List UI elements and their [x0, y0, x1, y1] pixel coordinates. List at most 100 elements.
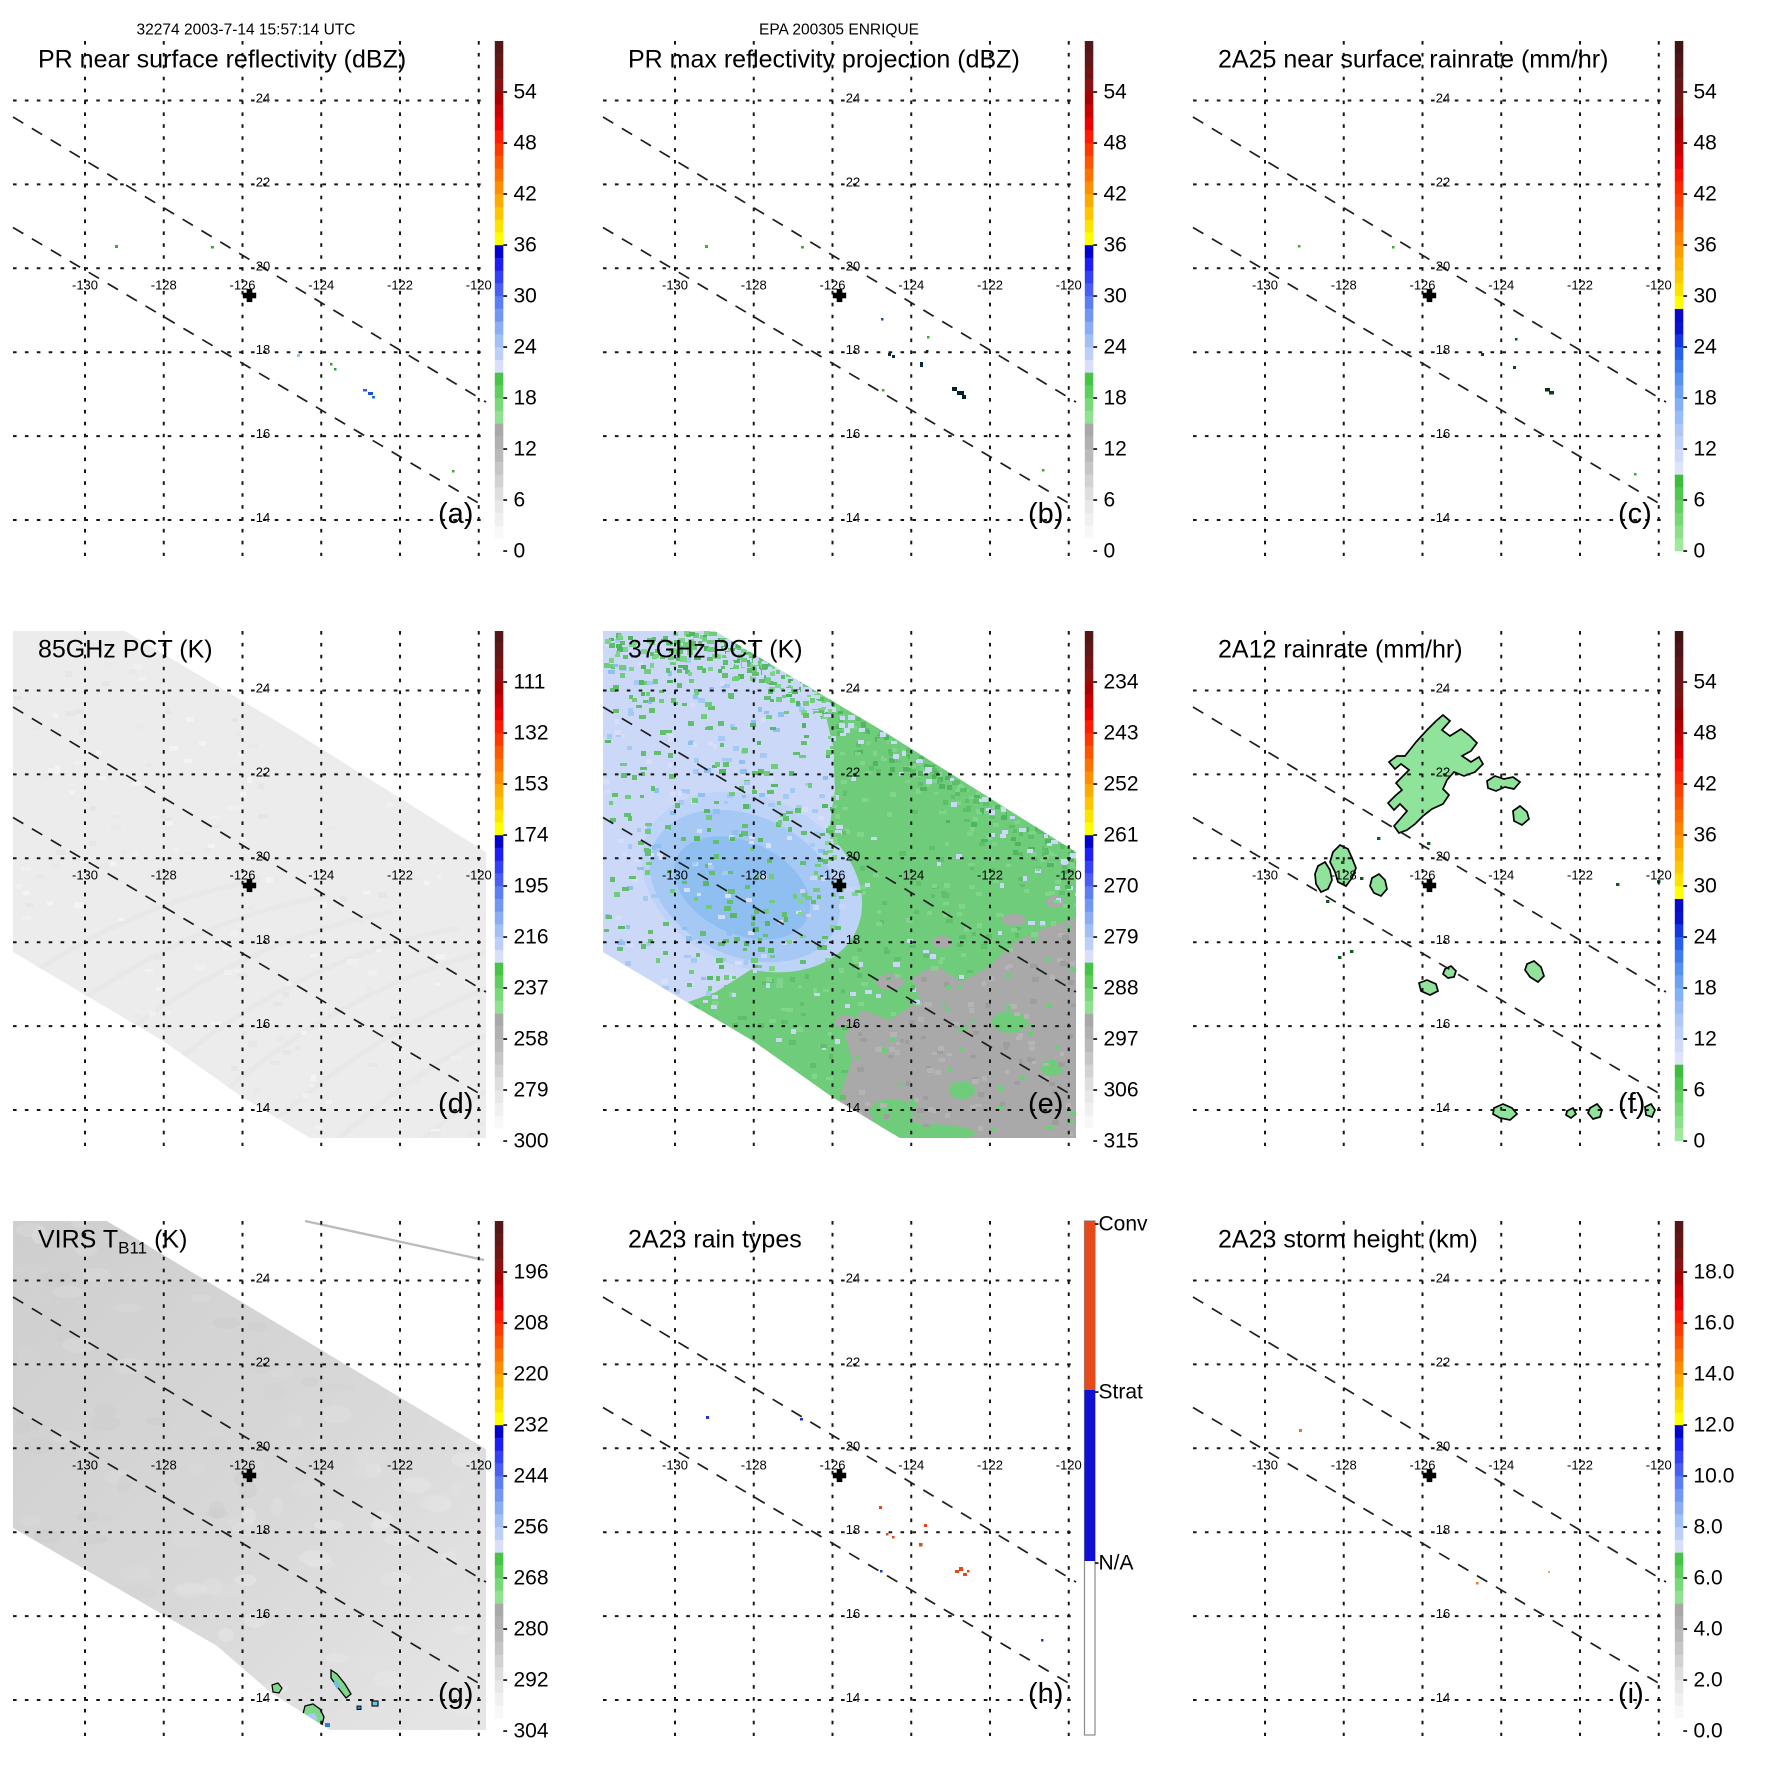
svg-text:-122: -122: [387, 868, 413, 883]
svg-text:232: 232: [514, 1414, 549, 1437]
svg-text:16: 16: [256, 426, 270, 441]
svg-text:8.0: 8.0: [1694, 1516, 1723, 1539]
svg-text:-128: -128: [741, 1458, 767, 1473]
svg-text:24: 24: [1694, 926, 1718, 949]
svg-text:20: 20: [1436, 1438, 1450, 1453]
svg-text:-130: -130: [72, 868, 98, 883]
svg-text:0: 0: [1694, 1130, 1706, 1153]
svg-text:243: 243: [1104, 722, 1139, 745]
svg-text:14: 14: [256, 1690, 270, 1705]
svg-text:6: 6: [1694, 1079, 1706, 1102]
svg-text:18: 18: [846, 1522, 860, 1537]
svg-text:-122: -122: [1567, 868, 1593, 883]
svg-text:-126: -126: [229, 1458, 255, 1473]
svg-text:54: 54: [1104, 81, 1128, 104]
svg-text:36: 36: [514, 234, 537, 257]
svg-text:174: 174: [514, 824, 549, 847]
svg-text:-122: -122: [1567, 1458, 1593, 1473]
svg-text:24: 24: [256, 91, 270, 106]
svg-text:-122: -122: [977, 1458, 1003, 1473]
svg-text:-120: -120: [1056, 868, 1082, 883]
svg-text:-124: -124: [308, 1458, 334, 1473]
svg-text:48: 48: [1104, 132, 1127, 155]
svg-text:20: 20: [846, 258, 860, 273]
svg-text:20: 20: [256, 848, 270, 863]
svg-text:268: 268: [514, 1567, 549, 1590]
svg-text:16: 16: [256, 1606, 270, 1621]
svg-text:-124: -124: [898, 278, 924, 293]
svg-text:14: 14: [1436, 1100, 1450, 1115]
svg-text:6.0: 6.0: [1694, 1567, 1723, 1590]
svg-text:-126: -126: [229, 278, 255, 293]
svg-text:-130: -130: [662, 1458, 688, 1473]
svg-text:42: 42: [514, 183, 537, 206]
svg-text:22: 22: [256, 174, 270, 189]
svg-text:14.0: 14.0: [1694, 1363, 1735, 1386]
svg-text:85GHz PCT (K): 85GHz PCT (K): [38, 636, 213, 664]
svg-text:18: 18: [1694, 387, 1717, 410]
svg-text:195: 195: [514, 875, 549, 898]
svg-text:20: 20: [256, 1438, 270, 1453]
svg-text:2A23 rain types: 2A23 rain types: [628, 1226, 802, 1254]
svg-text:18: 18: [1436, 1522, 1450, 1537]
svg-text:30: 30: [1694, 285, 1717, 308]
svg-text:-124: -124: [898, 1458, 924, 1473]
svg-text:42: 42: [1694, 183, 1717, 206]
svg-text:12.0: 12.0: [1694, 1414, 1735, 1437]
svg-text:-128: -128: [151, 1458, 177, 1473]
svg-text:22: 22: [1436, 764, 1450, 779]
svg-text:279: 279: [1104, 926, 1139, 949]
svg-text:22: 22: [1436, 174, 1450, 189]
svg-text:48: 48: [1694, 132, 1717, 155]
svg-text:42: 42: [1694, 773, 1717, 796]
svg-text:-120: -120: [1646, 278, 1672, 293]
svg-text:24: 24: [1436, 681, 1450, 696]
svg-text:14: 14: [846, 1690, 860, 1705]
svg-text:-122: -122: [1567, 278, 1593, 293]
svg-text:(f): (f): [1618, 1088, 1645, 1120]
svg-text:-120: -120: [1646, 1458, 1672, 1473]
svg-text:48: 48: [1694, 722, 1717, 745]
svg-text:18: 18: [1436, 932, 1450, 947]
svg-text:N/A: N/A: [1099, 1552, 1134, 1575]
svg-text:20: 20: [846, 848, 860, 863]
svg-text:258: 258: [514, 1028, 549, 1051]
svg-text:EPA 200305 ENRIQUE: EPA 200305 ENRIQUE: [759, 22, 919, 39]
svg-text:-128: -128: [741, 868, 767, 883]
svg-text:297: 297: [1104, 1028, 1139, 1051]
svg-text:20: 20: [1436, 848, 1450, 863]
svg-text:(h): (h): [1028, 1678, 1063, 1710]
svg-text:-128: -128: [741, 278, 767, 293]
svg-text:6: 6: [514, 489, 526, 512]
svg-text:252: 252: [1104, 773, 1139, 796]
svg-text:256: 256: [514, 1516, 549, 1539]
svg-text:-124: -124: [308, 278, 334, 293]
svg-text:24: 24: [846, 91, 860, 106]
svg-text:220: 220: [514, 1363, 549, 1386]
svg-text:18: 18: [514, 387, 537, 410]
svg-text:196: 196: [514, 1261, 549, 1284]
svg-text:30: 30: [1694, 875, 1717, 898]
svg-text:30: 30: [514, 285, 537, 308]
svg-text:0: 0: [1694, 540, 1706, 563]
svg-text:-130: -130: [1252, 278, 1278, 293]
svg-text:16: 16: [256, 1016, 270, 1031]
svg-text:14: 14: [256, 510, 270, 525]
svg-text:18: 18: [256, 932, 270, 947]
svg-text:304: 304: [514, 1720, 549, 1743]
svg-text:216: 216: [514, 926, 549, 949]
svg-text:2A25 near surface rainrate (mm: 2A25 near surface rainrate (mm/hr): [1218, 46, 1608, 74]
svg-text:22: 22: [1436, 1354, 1450, 1369]
svg-text:-120: -120: [1056, 1458, 1082, 1473]
svg-text:24: 24: [1436, 1271, 1450, 1286]
svg-text:36: 36: [1104, 234, 1127, 257]
svg-text:306: 306: [1104, 1079, 1139, 1102]
svg-text:36: 36: [1694, 234, 1717, 257]
svg-text:16.0: 16.0: [1694, 1312, 1735, 1335]
svg-text:261: 261: [1104, 824, 1139, 847]
svg-text:-128: -128: [151, 278, 177, 293]
svg-text:2.0: 2.0: [1694, 1669, 1723, 1692]
svg-text:24: 24: [846, 1271, 860, 1286]
svg-text:6: 6: [1104, 489, 1116, 512]
svg-text:10.0: 10.0: [1694, 1465, 1735, 1488]
